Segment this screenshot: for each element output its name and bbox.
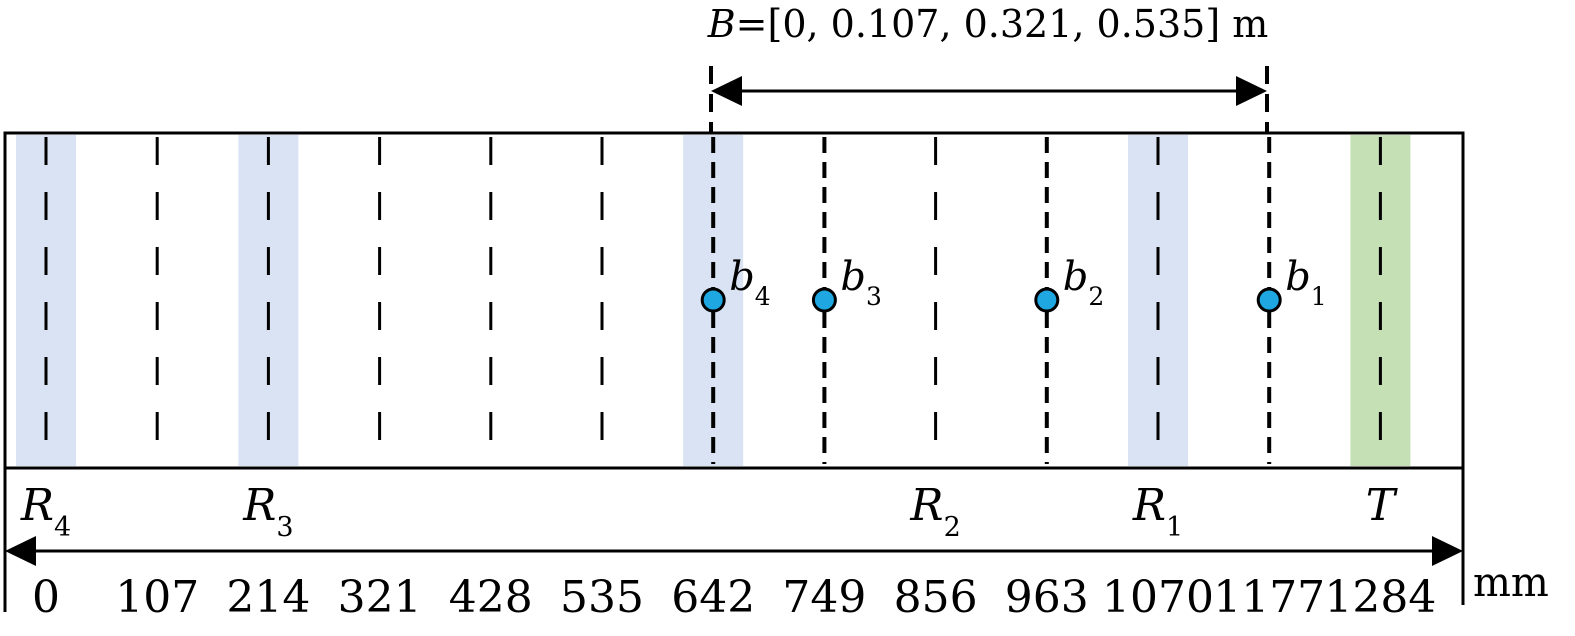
tick-label: 321: [338, 572, 422, 623]
measurement-point: [1256, 287, 1282, 313]
element-label: R1: [1132, 480, 1183, 543]
tick-label: 1284: [1324, 572, 1436, 623]
point-label: b2: [1063, 254, 1105, 311]
measurement-point: [1034, 287, 1060, 313]
tick-label: 642: [671, 572, 755, 623]
scale-arrow-left-head: [5, 536, 36, 566]
tick-label: 214: [226, 572, 310, 623]
measurement-point: [811, 287, 837, 313]
span-arrow-left-head: [711, 76, 742, 106]
element-band: [1128, 135, 1188, 466]
element-band: [1350, 135, 1411, 466]
element-labels: R4 R3 R1 T R2: [20, 480, 1399, 543]
unit-label: mm: [1473, 560, 1549, 606]
tick-labels: 0 107 214 321 428 535 642 749 856 963 1070 1177 1284: [32, 572, 1436, 623]
point-label: b1: [1285, 254, 1327, 311]
tick-label: 1070: [1102, 572, 1214, 623]
measurement-point: [700, 287, 726, 313]
element-label: R4: [20, 480, 71, 543]
element-label: T: [1366, 480, 1399, 531]
measurement-points: b4 b3 b2 b1: [700, 254, 1327, 313]
element-label: R2: [909, 480, 960, 543]
tick-label: 1177: [1213, 572, 1325, 623]
element-band: [238, 135, 299, 466]
tick-label: 0: [32, 572, 60, 623]
element-label: R3: [242, 480, 293, 543]
point-label: b4: [729, 254, 771, 311]
tick-label: 107: [115, 572, 199, 623]
element-band: [16, 135, 76, 466]
tick-label: 963: [1005, 572, 1089, 623]
scale-arrow-right-head: [1432, 536, 1463, 566]
tick-label: 428: [449, 572, 533, 623]
span-arrow-right-head: [1236, 76, 1267, 106]
element-bands: [16, 135, 1411, 466]
tick-label: 856: [894, 572, 978, 623]
span-label: B=[0, 0.107, 0.321, 0.535] m: [707, 2, 1269, 46]
tick-label: 535: [560, 572, 644, 623]
point-label: b3: [840, 254, 882, 311]
tick-label: 749: [782, 572, 866, 623]
